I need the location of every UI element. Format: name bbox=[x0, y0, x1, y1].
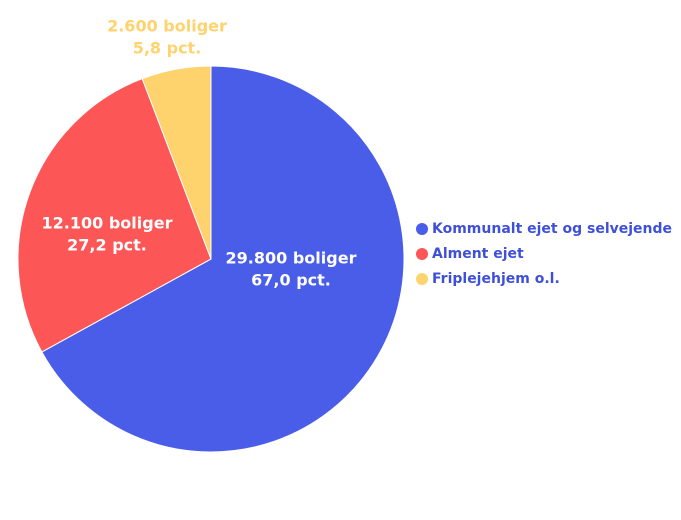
count-label: 12.100 boliger bbox=[42, 214, 173, 233]
legend-marker bbox=[416, 223, 428, 235]
count-label: 2.600 boliger bbox=[107, 17, 227, 36]
value-label: 27,2 pct. bbox=[67, 236, 147, 255]
pie-slice bbox=[141, 65, 212, 260]
value-label: 67,0 pct. bbox=[251, 271, 331, 290]
value-label: 5,8 pct. bbox=[133, 39, 202, 58]
pie-slice bbox=[17, 78, 212, 353]
legend-label: Friplejehjem o.l. bbox=[432, 271, 560, 287]
legend-marker bbox=[416, 248, 428, 260]
count-label: 29.800 boliger bbox=[226, 249, 357, 268]
legend-label: Alment ejet bbox=[432, 246, 524, 262]
legend-label: Kommunalt ejet og selvejende bbox=[432, 221, 672, 237]
pie-slice bbox=[41, 65, 405, 453]
legend-marker bbox=[416, 273, 428, 285]
